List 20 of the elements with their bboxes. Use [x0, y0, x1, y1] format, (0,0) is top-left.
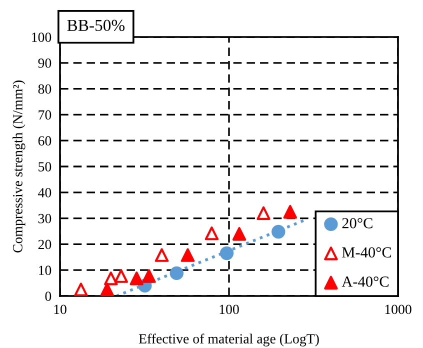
y-tick-label: 0 — [45, 292, 52, 301]
y-axis-title: Compressive strength (N/mm²) — [12, 80, 26, 252]
y-tick-label: 70 — [38, 110, 52, 120]
x-axis-title: Effective of material age (LogT) — [138, 334, 319, 346]
y-tick-label: 10 — [39, 266, 52, 276]
y-tick-label: 30 — [38, 214, 52, 224]
x-tick-label: 100 — [220, 304, 239, 314]
x-tick-label: 1000 — [385, 304, 412, 314]
y-tick-label: 50 — [38, 162, 52, 172]
y-tick-label: 20 — [38, 240, 52, 250]
chart-title: BB-50% — [67, 20, 125, 32]
legend-label: 20°C — [342, 218, 372, 228]
legend-label: A-40°C — [342, 276, 388, 287]
y-tick-label: 80 — [38, 84, 52, 94]
y-tick-label: 60 — [38, 136, 52, 146]
legend-label: M-40°C — [342, 247, 392, 258]
x-tick-label: 10 — [54, 304, 66, 314]
y-tick-label: 40 — [38, 188, 52, 198]
y-tick-label: 100 — [32, 32, 52, 42]
y-tick-label: 90 — [38, 58, 52, 68]
